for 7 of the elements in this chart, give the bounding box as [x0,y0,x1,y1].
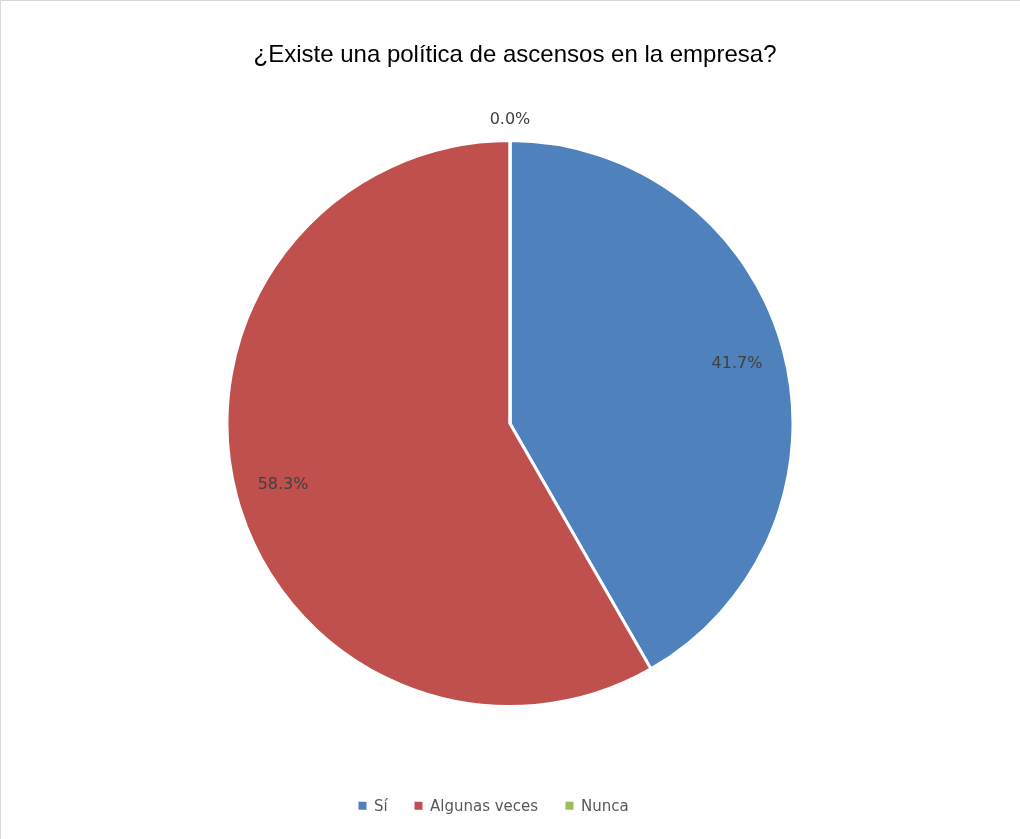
text: 0.0% [489,108,531,128]
legend-label: Algunas veces [430,796,539,815]
legend-label: Sí [374,796,389,815]
data-label: 58.3% [257,474,309,494]
legend-label: Nunca [581,796,629,815]
chart-title: ¿Existe una política de ascensos en la empresa? [253,40,777,67]
data-label: 41.7% [711,352,763,372]
